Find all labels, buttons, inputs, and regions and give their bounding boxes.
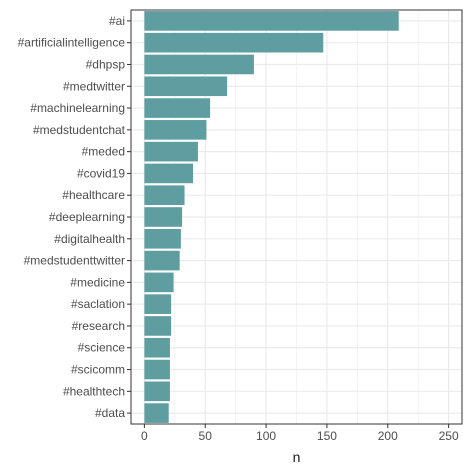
y-tick-label: #healthcare: [62, 188, 125, 202]
y-tick-label: #medtwitter: [63, 79, 125, 93]
y-tick-label: #ai: [109, 14, 125, 28]
y-tick-label: #meded: [82, 145, 125, 159]
y-tick-label: #healthtech: [63, 384, 125, 398]
y-tick-label: #saclation: [71, 297, 125, 311]
bar: [144, 141, 198, 162]
x-axis-ticks: 0 50 100 150 200 250: [141, 424, 459, 443]
y-tick-label: #data: [95, 406, 125, 420]
y-tick-label: #artificialintelligence: [18, 36, 126, 50]
y-tick-label: #medicine: [70, 275, 125, 289]
x-tick-label: 50: [199, 429, 213, 443]
y-axis-ticks: #ai #artificialintelligence #dhpsp #medtwit…: [18, 14, 131, 420]
bar: [144, 381, 170, 402]
x-axis-title: n: [293, 449, 301, 465]
bar: [144, 54, 254, 75]
y-tick-label: #medstudentchat: [33, 123, 126, 137]
bar: [144, 185, 185, 206]
y-tick-label: #medstudenttwitter: [24, 254, 125, 268]
bar: [144, 403, 169, 423]
x-tick-label: 100: [256, 429, 276, 443]
bar: [144, 76, 228, 97]
bars: [144, 11, 399, 423]
bar: [144, 272, 174, 293]
y-tick-label: #digitalhealth: [54, 232, 125, 246]
bar: [144, 316, 172, 336]
bar: [144, 32, 324, 53]
y-tick-label: #science: [78, 341, 126, 355]
x-tick-label: 200: [378, 429, 398, 443]
bar: [144, 120, 207, 140]
bar: [144, 228, 181, 249]
y-tick-label: #scicomm: [71, 363, 125, 377]
y-tick-label: #deeplearning: [49, 210, 125, 224]
y-tick-label: #research: [72, 319, 125, 333]
bar: [144, 11, 399, 31]
y-tick-label: #covid19: [77, 166, 125, 180]
bar: [144, 337, 170, 358]
bar: [144, 163, 194, 184]
bar: [144, 98, 211, 118]
bar: [144, 207, 183, 227]
bar: [144, 294, 172, 314]
bar: [144, 250, 180, 271]
x-tick-label: 250: [439, 429, 459, 443]
x-tick-label: 150: [317, 429, 337, 443]
y-tick-label: #dhpsp: [86, 57, 126, 71]
bar: [144, 359, 170, 380]
x-tick-label: 0: [141, 429, 148, 443]
y-tick-label: #machinelearning: [30, 101, 125, 115]
